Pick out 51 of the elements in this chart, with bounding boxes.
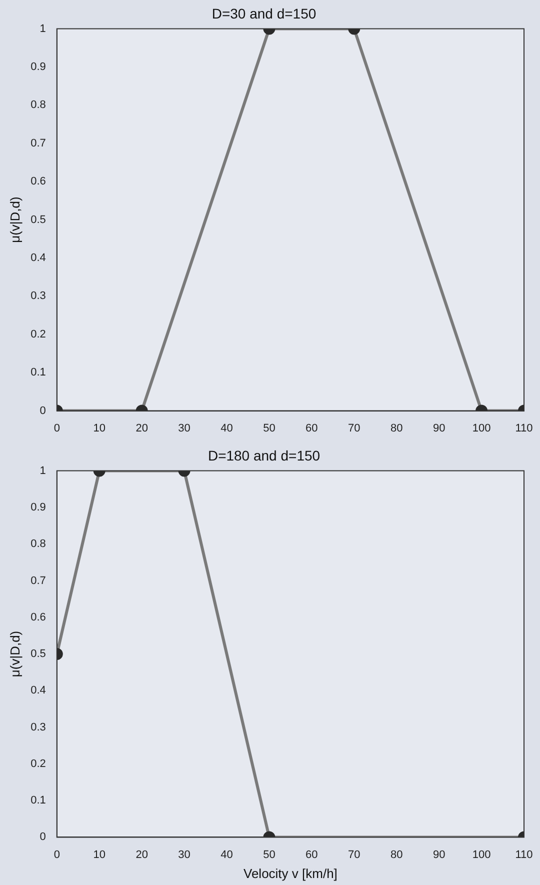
x-tick-label: 60 — [306, 848, 318, 861]
y-tick-label: 0.4 — [30, 684, 46, 697]
x-tick-label: 110 — [515, 422, 533, 434]
x-tick-label: 20 — [136, 848, 148, 861]
y-tick-label: 0.7 — [30, 574, 46, 587]
y-tick-label: 0.6 — [30, 611, 46, 624]
x-tick-label: 0 — [54, 422, 60, 434]
x-tick-label: 70 — [348, 848, 360, 861]
y-axis-title: μ(v|D,d) — [7, 196, 22, 243]
y-tick-label: 0.1 — [30, 794, 46, 807]
x-tick-label: 0 — [54, 848, 60, 861]
y-tick-label: 0.6 — [30, 176, 46, 188]
y-tick-label: 0.4 — [30, 252, 46, 264]
y-tick-label: 0.7 — [30, 137, 46, 150]
x-tick-label: 10 — [93, 848, 106, 861]
x-tick-label: 50 — [263, 848, 276, 861]
y-tick-label: 0.5 — [30, 214, 46, 226]
x-tick-label: 10 — [93, 422, 106, 434]
y-tick-label: 0.5 — [30, 648, 46, 660]
x-tick-label: 70 — [348, 422, 360, 434]
y-tick-label: 0.3 — [30, 721, 46, 734]
x-tick-label: 40 — [220, 848, 233, 861]
x-tick-label: 30 — [178, 422, 190, 434]
x-tick-label: 100 — [472, 848, 491, 861]
chart-title: D=30 and d=150 — [212, 5, 316, 22]
x-tick-label: 90 — [432, 422, 446, 434]
y-tick-label: 0.8 — [30, 538, 46, 550]
x-tick-label: 100 — [472, 422, 491, 434]
x-tick-label: 40 — [220, 422, 233, 434]
x-tick-label: 90 — [432, 848, 446, 861]
y-tick-label: 0.1 — [30, 366, 46, 379]
y-tick-label: 0.2 — [30, 758, 46, 770]
y-axis-title: μ(v|D,d) — [7, 630, 22, 678]
x-tick-label: 80 — [390, 422, 403, 434]
y-tick-label: 0.9 — [30, 61, 46, 74]
x-tick-label: 50 — [263, 422, 276, 434]
y-tick-label: 1 — [40, 464, 46, 477]
x-tick-label: 60 — [306, 422, 318, 434]
x-tick-label: 80 — [390, 848, 403, 861]
y-tick-label: 0.2 — [30, 328, 46, 340]
chart-title: D=180 and d=150 — [208, 447, 320, 464]
x-tick-label: 20 — [136, 422, 148, 434]
y-tick-label: 1 — [40, 22, 46, 35]
y-tick-label: 0.8 — [30, 99, 46, 112]
y-tick-label: 0.3 — [30, 290, 46, 302]
y-tick-label: 0 — [40, 404, 46, 417]
x-tick-label: 30 — [178, 848, 190, 861]
y-tick-label: 0.9 — [30, 501, 46, 514]
x-axis-title: Velocity v [km/h] — [243, 866, 338, 881]
x-tick-label: 110 — [515, 848, 533, 861]
y-tick-label: 0 — [40, 831, 46, 844]
